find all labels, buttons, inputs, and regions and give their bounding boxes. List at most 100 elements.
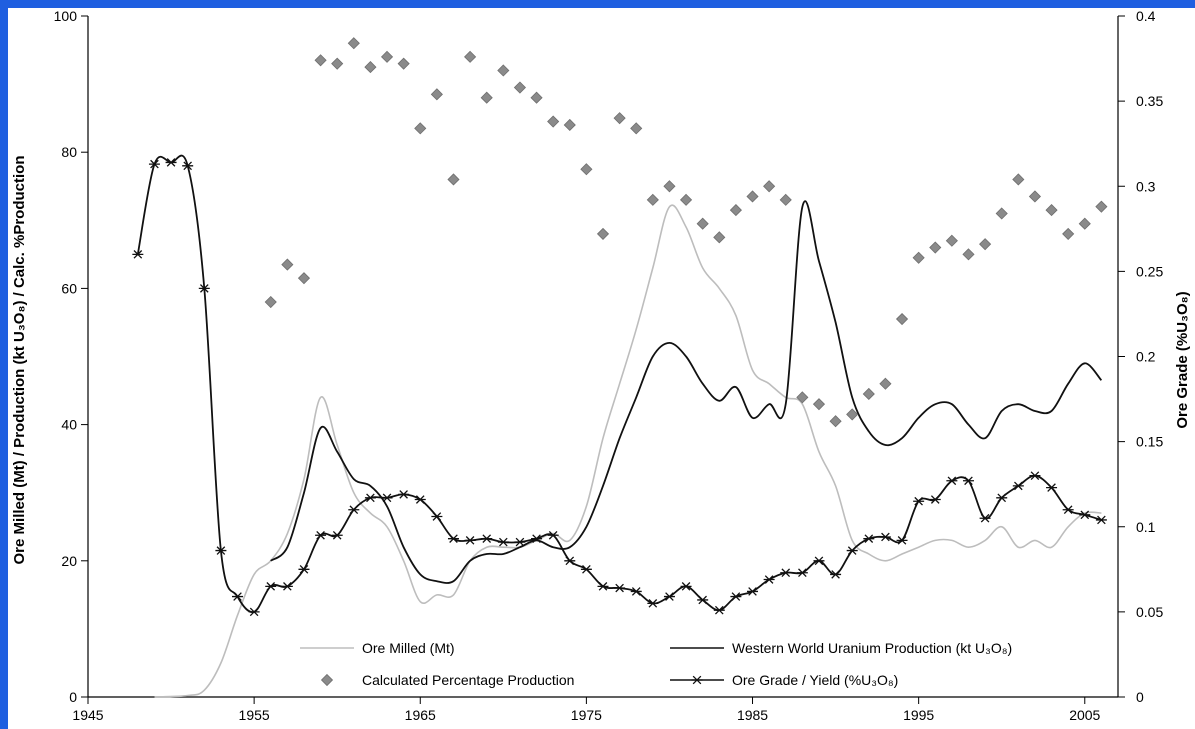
right-tick-label: 0.2 xyxy=(1136,349,1156,365)
data-point-diamond xyxy=(497,64,510,77)
data-point-asterisk xyxy=(796,568,808,578)
data-point-diamond xyxy=(364,61,377,74)
data-point-diamond xyxy=(513,81,527,94)
data-point-diamond xyxy=(995,207,1008,220)
data-point-diamond xyxy=(397,57,410,70)
data-point-diamond xyxy=(829,415,842,428)
left-axis-title: Ore Milled (Mt) / Production (kt U₃O₈) /… xyxy=(11,156,28,565)
data-point-asterisk xyxy=(148,159,160,169)
right-tick-label: 0 xyxy=(1136,689,1144,705)
data-point-asterisk xyxy=(265,582,277,591)
data-point-asterisk xyxy=(364,493,376,503)
data-point-diamond xyxy=(563,118,576,132)
right-tick-label: 0.25 xyxy=(1136,263,1163,279)
data-point-asterisk xyxy=(979,513,991,523)
data-point-asterisk xyxy=(597,582,609,591)
data-point-asterisk xyxy=(879,532,891,542)
data-point-asterisk xyxy=(497,537,509,547)
data-point-asterisk xyxy=(763,575,775,584)
data-point-diamond xyxy=(1078,217,1091,230)
x-tick-label: 1975 xyxy=(571,707,602,723)
data-point-asterisk xyxy=(165,158,177,167)
data-point-asterisk xyxy=(630,587,642,596)
data-point-diamond xyxy=(613,112,626,125)
right-tick-label: 0.4 xyxy=(1136,8,1156,24)
data-point-diamond xyxy=(331,57,344,70)
series-production xyxy=(270,200,1103,584)
x-tick-label: 2005 xyxy=(1069,707,1100,723)
legend-swatch-calc-percentage xyxy=(320,673,334,687)
data-point-asterisk xyxy=(447,534,459,543)
x-tick-label: 1995 xyxy=(903,707,934,723)
data-point-diamond xyxy=(696,217,709,230)
data-point-diamond xyxy=(1028,190,1042,203)
data-point-diamond xyxy=(846,408,859,421)
data-point-asterisk xyxy=(331,530,343,540)
series-ore-milled xyxy=(154,204,1102,698)
data-point-diamond xyxy=(596,227,610,240)
data-point-asterisk xyxy=(680,582,692,591)
data-point-diamond xyxy=(281,258,294,271)
data-point-asterisk xyxy=(215,546,227,555)
data-point-asterisk xyxy=(431,512,443,521)
data-point-diamond xyxy=(912,251,925,264)
legend-swatch-ore-grade-marker xyxy=(691,675,703,685)
data-point-asterisk xyxy=(697,595,709,605)
data-point-asterisk xyxy=(780,568,792,578)
data-point-asterisk xyxy=(248,607,260,617)
data-point-asterisk xyxy=(962,476,974,486)
data-point-asterisk xyxy=(464,536,476,545)
data-point-asterisk xyxy=(580,565,592,574)
data-point-asterisk xyxy=(1012,481,1024,491)
data-point-asterisk xyxy=(614,583,626,593)
data-point-asterisk xyxy=(531,534,543,543)
data-point-diamond xyxy=(314,54,327,67)
data-point-diamond xyxy=(746,190,759,203)
data-point-asterisk xyxy=(747,587,759,596)
data-point-diamond xyxy=(979,238,992,251)
data-point-diamond xyxy=(530,91,543,104)
legend-label-production: Western World Uranium Production (kt U₃O… xyxy=(732,640,1012,656)
right-tick-label: 0.35 xyxy=(1136,93,1163,109)
data-point-diamond xyxy=(663,180,676,193)
data-point-asterisk xyxy=(381,493,393,503)
data-point-asterisk xyxy=(730,592,742,601)
left-tick-label: 20 xyxy=(61,553,77,569)
data-point-diamond xyxy=(646,193,659,206)
data-point-asterisk xyxy=(132,250,144,259)
data-point-diamond xyxy=(480,91,493,104)
data-point-asterisk xyxy=(863,534,875,543)
data-point-asterisk xyxy=(232,592,244,601)
data-point-asterisk xyxy=(663,592,675,601)
x-tick-label: 1985 xyxy=(737,707,768,723)
data-point-asterisk xyxy=(348,505,360,515)
data-point-asterisk xyxy=(830,570,842,579)
data-point-asterisk xyxy=(281,582,293,591)
data-point-diamond xyxy=(812,398,826,411)
data-point-diamond xyxy=(630,122,643,135)
series-ore-grade xyxy=(132,154,1107,617)
left-tick-label: 0 xyxy=(69,689,77,705)
data-point-diamond xyxy=(447,173,460,186)
data-point-diamond xyxy=(763,180,776,193)
data-point-diamond xyxy=(464,50,477,63)
tick-labels: 0 20 40 60 80 100 0 0.05 0.1 0.15 0.2 0.25 0.3 0.35 0.… xyxy=(54,8,1164,723)
data-point-asterisk xyxy=(315,530,327,540)
right-tick-label: 0.3 xyxy=(1136,178,1156,194)
data-point-asterisk xyxy=(1029,471,1041,480)
series-layer xyxy=(132,37,1108,698)
data-point-asterisk xyxy=(547,530,559,540)
data-point-diamond xyxy=(264,295,277,309)
right-tick-label: 0.05 xyxy=(1136,604,1163,620)
legend-label-ore-grade: Ore Grade / Yield (%U₃O₈) xyxy=(732,672,898,688)
data-point-asterisk xyxy=(182,161,194,171)
data-point-diamond xyxy=(1095,200,1108,213)
data-point-asterisk xyxy=(846,546,858,555)
data-point-diamond xyxy=(1062,227,1075,240)
right-axis-title: Ore Grade (%U₃O₈) xyxy=(1174,291,1191,428)
data-point-diamond xyxy=(713,231,726,244)
data-point-diamond xyxy=(779,193,792,206)
data-point-asterisk xyxy=(1095,515,1107,525)
